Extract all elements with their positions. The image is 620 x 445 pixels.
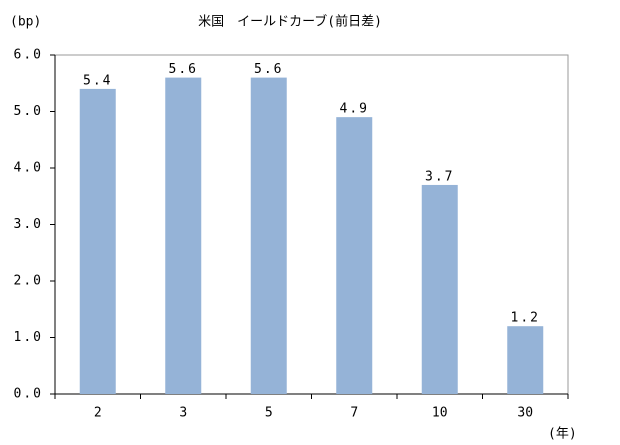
bar <box>507 326 544 394</box>
data-label: 4.9 <box>340 102 369 117</box>
y-tick-label: 2.0 <box>14 274 43 289</box>
x-tick-label: 2 <box>94 406 102 421</box>
data-label: 5.6 <box>254 62 283 77</box>
x-tick-label: 30 <box>517 406 533 421</box>
y-tick-label: 6.0 <box>14 48 43 63</box>
data-label: 5.6 <box>169 62 198 77</box>
x-tick-label: 3 <box>179 406 187 421</box>
y-tick-label: 3.0 <box>14 217 43 232</box>
y-tick-label: 5.0 <box>14 104 43 119</box>
x-axis-unit: (年) <box>548 427 577 442</box>
data-label: 5.4 <box>83 73 112 88</box>
bar <box>336 117 373 395</box>
y-tick-label: 4.0 <box>14 161 43 176</box>
bar <box>421 184 458 394</box>
bar <box>250 77 287 394</box>
data-label: 1.2 <box>511 311 540 326</box>
bar <box>79 88 116 395</box>
x-tick-label: 10 <box>432 406 448 421</box>
x-tick-label: 5 <box>265 406 273 421</box>
y-axis-unit: (bp) <box>10 15 41 30</box>
chart-title: 米国 イールドカーブ(前日差) <box>198 14 382 30</box>
y-tick-label: 0.0 <box>14 387 43 402</box>
data-label: 3.7 <box>425 169 454 184</box>
y-tick-label: 1.0 <box>14 330 43 345</box>
bar <box>165 77 202 394</box>
x-tick-label: 7 <box>350 406 358 421</box>
